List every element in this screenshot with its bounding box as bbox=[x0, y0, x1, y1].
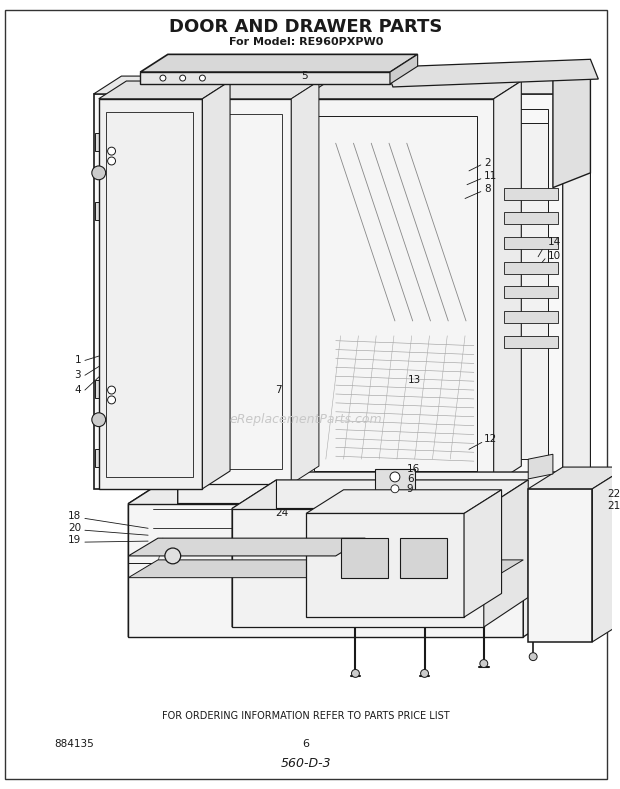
Polygon shape bbox=[553, 66, 590, 188]
Text: 4: 4 bbox=[74, 385, 81, 395]
Circle shape bbox=[92, 166, 105, 180]
Polygon shape bbox=[563, 76, 590, 489]
Text: 560-D-3: 560-D-3 bbox=[281, 757, 331, 770]
Polygon shape bbox=[301, 81, 521, 99]
Bar bbox=[503, 237, 558, 249]
Text: DOOR AND DRAWER PARTS: DOOR AND DRAWER PARTS bbox=[169, 17, 443, 36]
Text: 6: 6 bbox=[303, 739, 309, 749]
Polygon shape bbox=[301, 99, 494, 484]
Text: 20: 20 bbox=[68, 523, 81, 533]
Text: 8: 8 bbox=[484, 184, 490, 193]
Text: 9: 9 bbox=[407, 484, 414, 494]
Polygon shape bbox=[128, 123, 548, 459]
Text: 21: 21 bbox=[607, 500, 620, 510]
Bar bbox=[503, 188, 558, 200]
Polygon shape bbox=[232, 480, 277, 627]
Circle shape bbox=[165, 548, 180, 564]
Text: 5: 5 bbox=[301, 71, 308, 81]
Circle shape bbox=[200, 75, 205, 81]
Circle shape bbox=[352, 670, 360, 678]
Circle shape bbox=[108, 396, 115, 404]
Polygon shape bbox=[128, 538, 365, 556]
Text: 884135: 884135 bbox=[55, 739, 94, 749]
Circle shape bbox=[420, 670, 428, 678]
Polygon shape bbox=[99, 99, 202, 489]
Polygon shape bbox=[140, 54, 418, 72]
Polygon shape bbox=[523, 472, 573, 637]
Polygon shape bbox=[291, 81, 319, 484]
Text: 13: 13 bbox=[408, 376, 421, 385]
Text: 2: 2 bbox=[484, 158, 490, 168]
Circle shape bbox=[529, 653, 537, 660]
Text: 11: 11 bbox=[484, 170, 497, 181]
Polygon shape bbox=[232, 480, 528, 509]
Text: 14: 14 bbox=[548, 237, 561, 247]
Polygon shape bbox=[99, 81, 230, 99]
Bar bbox=[503, 286, 558, 298]
Text: 7: 7 bbox=[275, 385, 281, 395]
Bar bbox=[314, 115, 477, 471]
Text: eReplacementParts.com: eReplacementParts.com bbox=[230, 413, 383, 426]
Polygon shape bbox=[128, 560, 523, 578]
Polygon shape bbox=[592, 467, 620, 641]
Circle shape bbox=[108, 157, 115, 165]
Polygon shape bbox=[207, 81, 319, 99]
Text: FOR ORDERING INFORMATION REFER TO PARTS PRICE LIST: FOR ORDERING INFORMATION REFER TO PARTS … bbox=[162, 711, 450, 721]
Bar bbox=[95, 380, 117, 398]
Circle shape bbox=[108, 386, 115, 394]
Polygon shape bbox=[306, 514, 464, 617]
Polygon shape bbox=[464, 490, 502, 617]
Polygon shape bbox=[484, 480, 528, 627]
Text: 6: 6 bbox=[407, 474, 414, 484]
Bar bbox=[95, 133, 117, 151]
Text: 19: 19 bbox=[68, 535, 81, 545]
Bar bbox=[95, 203, 117, 220]
Bar bbox=[503, 212, 558, 224]
Bar bbox=[340, 538, 388, 578]
Text: 24: 24 bbox=[275, 508, 288, 518]
Bar bbox=[503, 336, 558, 348]
Bar bbox=[400, 538, 447, 578]
Polygon shape bbox=[94, 76, 590, 94]
Polygon shape bbox=[232, 509, 484, 627]
Circle shape bbox=[180, 75, 185, 81]
Polygon shape bbox=[202, 81, 230, 489]
Circle shape bbox=[480, 660, 488, 667]
Bar bbox=[105, 111, 193, 477]
Text: 10: 10 bbox=[548, 251, 561, 261]
Polygon shape bbox=[306, 490, 502, 514]
Polygon shape bbox=[375, 469, 415, 499]
Polygon shape bbox=[528, 489, 592, 641]
Polygon shape bbox=[128, 472, 573, 503]
Polygon shape bbox=[390, 54, 418, 84]
Bar bbox=[503, 262, 558, 274]
Polygon shape bbox=[207, 99, 291, 484]
Bar bbox=[95, 449, 117, 467]
Circle shape bbox=[92, 413, 105, 427]
Text: 22: 22 bbox=[607, 488, 620, 499]
Polygon shape bbox=[128, 472, 178, 637]
Polygon shape bbox=[528, 454, 553, 479]
Polygon shape bbox=[140, 72, 390, 84]
Circle shape bbox=[108, 148, 115, 155]
Text: For Model: RE960PXPW0: For Model: RE960PXPW0 bbox=[229, 36, 383, 47]
Circle shape bbox=[390, 472, 400, 482]
Polygon shape bbox=[494, 81, 521, 484]
Circle shape bbox=[391, 485, 399, 493]
Polygon shape bbox=[128, 503, 523, 637]
Text: 3: 3 bbox=[74, 370, 81, 380]
Text: 1: 1 bbox=[74, 355, 81, 365]
Polygon shape bbox=[528, 467, 620, 489]
Bar bbox=[215, 114, 282, 469]
Polygon shape bbox=[94, 94, 563, 489]
Circle shape bbox=[160, 75, 166, 81]
Text: 18: 18 bbox=[68, 511, 81, 522]
Bar bbox=[503, 311, 558, 323]
Text: 16: 16 bbox=[407, 464, 420, 474]
Text: 12: 12 bbox=[484, 435, 497, 444]
Polygon shape bbox=[385, 59, 598, 87]
Bar bbox=[108, 109, 548, 474]
